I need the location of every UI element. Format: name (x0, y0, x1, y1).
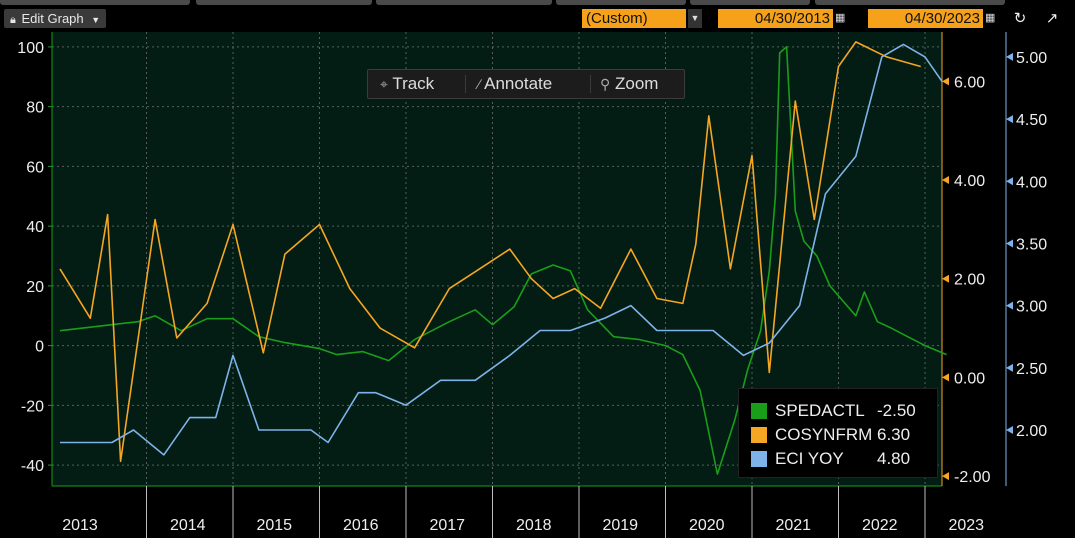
left-tick-label: 0 (35, 339, 44, 356)
zoom-label: Zoom (615, 74, 659, 93)
right2-tick-marker (1006, 301, 1013, 310)
x-tick-label: 2023 (948, 517, 984, 534)
legend-swatch (751, 427, 767, 443)
legend-swatch (751, 451, 767, 467)
calendar-icon[interactable]: ▦ (985, 12, 996, 24)
legend-name: SPEDACTL (775, 401, 865, 420)
right2-tick-marker (1006, 52, 1013, 61)
chart-legend: SPEDACTL -2.50 COSYNFRM 6.30 ECI YOY 4.8… (738, 388, 938, 478)
magnifier-icon: ⚲ (600, 76, 611, 92)
x-axis: 2013 2014 2015 2016 2017 2018 2019 2020 2021 2022… (52, 485, 984, 538)
calendar-icon[interactable]: ▦ (835, 12, 846, 24)
legend-value: 4.80 (877, 449, 911, 468)
edit-graph-button[interactable]: 🔒︎ Edit Graph ▼ (4, 9, 107, 28)
x-tick-label: 2019 (602, 517, 638, 534)
start-date-field[interactable]: 04/30/2013 (718, 9, 833, 28)
right1-tick-label: 6.00 (954, 74, 985, 91)
edit-graph-label: Edit Graph (21, 11, 84, 26)
x-tick-label: 2013 (62, 517, 98, 534)
right2-tick-label: 3.50 (1016, 236, 1047, 253)
legend-swatch (751, 403, 767, 419)
top-tab[interactable] (815, 0, 1005, 5)
right-axis-cosynfrm: 6.00 4.00 2.00 0.00 -2.00 (941, 32, 991, 486)
right2-tick-marker (1006, 363, 1013, 372)
zoom-button[interactable]: ⚲ Zoom (600, 70, 658, 98)
end-date-field[interactable]: 04/30/2023 (868, 9, 983, 28)
right2-tick-marker (1006, 177, 1013, 186)
legend-item[interactable]: ECI YOY 4.80 (751, 447, 936, 471)
popout-icon[interactable]: ↗ (1045, 10, 1059, 27)
legend-name: ECI YOY (775, 449, 844, 468)
right2-tick-label: 5.00 (1016, 50, 1047, 67)
top-tab[interactable] (556, 0, 686, 5)
x-tick-label: 2022 (862, 517, 898, 534)
refresh-icon[interactable]: ↻ (1013, 10, 1027, 27)
left-axis: 100 80 60 40 20 0 -20 -40 (17, 32, 53, 486)
legend-item[interactable]: SPEDACTL -2.50 (751, 399, 936, 423)
period-dropdown-icon[interactable]: ▼ (688, 9, 702, 28)
top-tab-strip (0, 0, 1075, 6)
series-line-cosynfrm (59, 41, 921, 463)
x-tick-label: 2020 (689, 517, 725, 534)
annotate-button[interactable]: ∕ Annotate (478, 70, 552, 98)
chart-toolbar: 🔒︎ Edit Graph ▼ (Custom) ▼ 04/30/2013 ▦ … (0, 6, 1075, 32)
left-tick-label: 40 (26, 219, 44, 236)
top-tab[interactable] (690, 0, 810, 5)
series-line-eci-yoy (60, 43, 943, 456)
track-label: Track (392, 74, 435, 93)
top-tab[interactable] (376, 0, 552, 5)
right2-tick-marker (1006, 426, 1013, 435)
left-tick-label: 20 (26, 279, 44, 296)
right2-tick-label: 4.50 (1016, 112, 1047, 129)
series-lines (59, 41, 947, 475)
x-tick-label: 2015 (256, 517, 292, 534)
x-tick-label: 2017 (429, 517, 465, 534)
right1-tick-marker (942, 373, 949, 382)
legend-value: 6.30 (877, 425, 911, 444)
right2-tick-label: 2.50 (1016, 361, 1047, 378)
x-tick-label: 2018 (516, 517, 552, 534)
legend-value: -2.50 (877, 401, 916, 420)
left-tick-label: -40 (21, 458, 44, 475)
right2-tick-label: 2.00 (1016, 423, 1047, 440)
lock-icon: 🔒︎ (10, 14, 16, 26)
right1-tick-label: -2.00 (954, 469, 991, 486)
right1-tick-label: 2.00 (954, 272, 985, 289)
top-tab[interactable] (0, 0, 190, 5)
right1-tick-marker (942, 274, 949, 283)
divider (465, 75, 466, 93)
x-tick-label: 2014 (170, 517, 206, 534)
left-tick-label: 60 (26, 159, 44, 176)
top-tab[interactable] (196, 0, 372, 5)
right1-tick-label: 0.00 (954, 370, 985, 387)
right1-tick-label: 4.00 (954, 173, 985, 190)
right2-tick-marker (1006, 239, 1013, 248)
pencil-icon: ∕ (478, 76, 481, 92)
right2-tick-marker (1006, 115, 1013, 124)
chart-floating-toolbar: ⌖ Track ∕ Annotate ⚲ Zoom (367, 69, 685, 99)
right-axis-eci: 5.00 4.50 4.00 3.50 3.00 2.50 2.00 (1005, 32, 1047, 486)
track-button[interactable]: ⌖ Track (380, 70, 434, 98)
right1-tick-marker (942, 176, 949, 185)
x-tick-label: 2021 (775, 517, 811, 534)
caret-down-icon: ▼ (91, 15, 101, 25)
x-tick-label: 2016 (343, 517, 379, 534)
divider (590, 75, 591, 93)
legend-name: COSYNFRM (775, 425, 873, 444)
right2-tick-label: 3.00 (1016, 299, 1047, 316)
left-tick-label: -20 (21, 398, 44, 415)
left-tick-label: 80 (26, 100, 44, 117)
period-select[interactable]: (Custom) (582, 9, 686, 28)
left-tick-label: 100 (17, 40, 44, 57)
crosshair-icon: ⌖ (380, 76, 388, 92)
right1-tick-marker (942, 472, 949, 481)
right1-tick-marker (942, 77, 949, 86)
legend-item[interactable]: COSYNFRM 6.30 (751, 423, 936, 447)
right2-tick-label: 4.00 (1016, 174, 1047, 191)
annotate-label: Annotate (484, 74, 553, 93)
